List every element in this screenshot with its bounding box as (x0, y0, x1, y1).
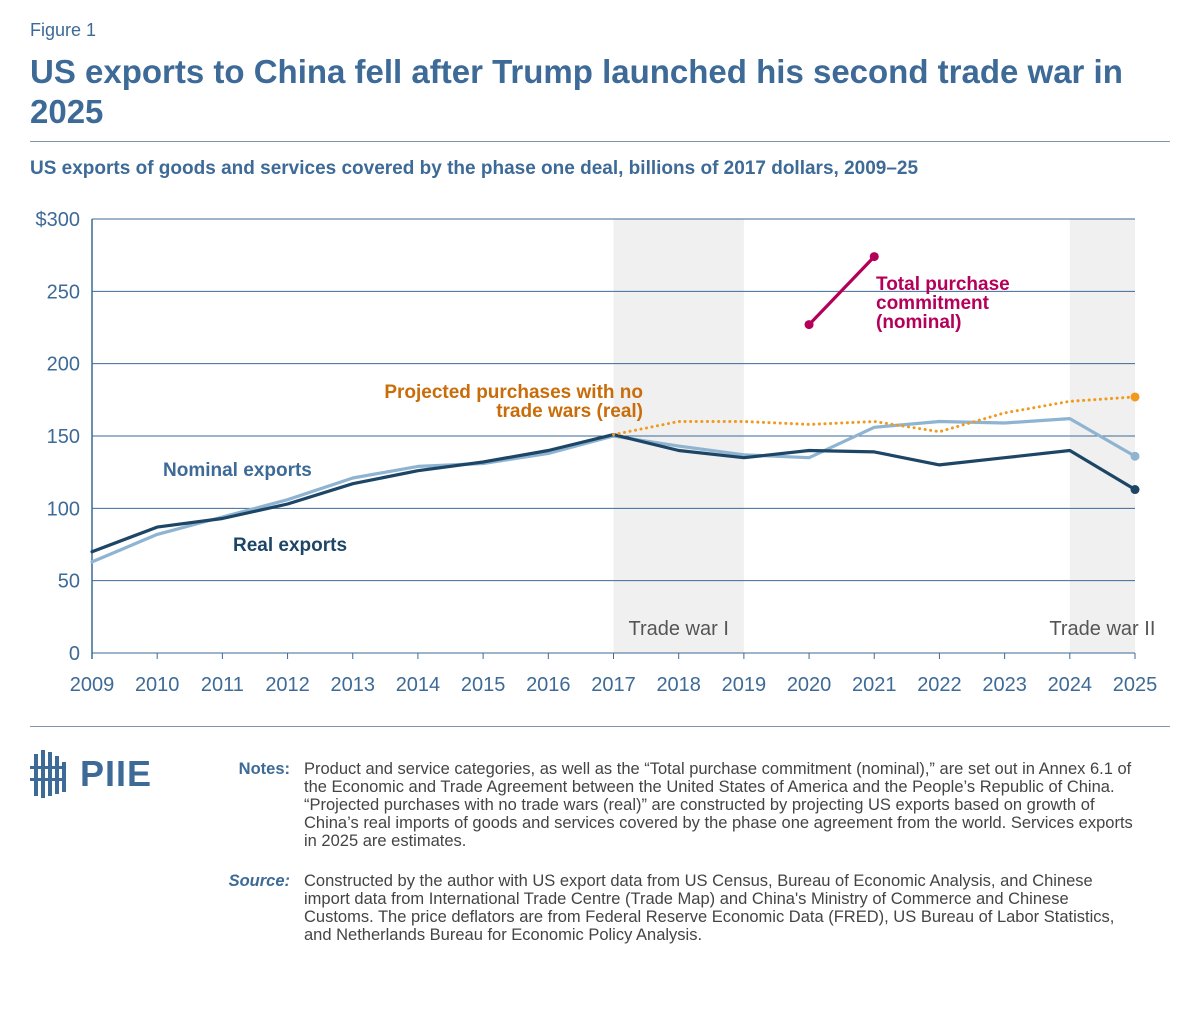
x-tick-label: 2020 (787, 674, 832, 696)
x-tick-label: 2010 (135, 674, 180, 696)
footer-divider (30, 726, 1170, 727)
source-label: Source: (228, 872, 290, 890)
nominal-exports-label-line: Nominal exports (163, 460, 312, 481)
projected-purchases-with-no-trade-wars-real-point (1130, 392, 1140, 402)
x-tick-label: 2022 (917, 674, 962, 696)
y-tick-label: 0 (69, 643, 80, 665)
x-tick-label: 2009 (70, 674, 115, 696)
x-tick-label: 2024 (1048, 674, 1093, 696)
x-tick-label: 2013 (331, 674, 376, 696)
chart-notes: Notes: Product and service categories, a… (210, 760, 1140, 966)
notes-label: Notes: (238, 760, 290, 778)
shaded-period-label-2: Trade war II (1049, 618, 1155, 640)
y-tick-label: 150 (47, 426, 80, 448)
purchase-commitment-label: Total purchase commitment (nominal) (876, 274, 1010, 333)
x-tick-label: 2014 (396, 674, 441, 696)
chart-title: US exports to China fell after Trump lau… (30, 53, 1123, 130)
piie-logo-icon (30, 750, 66, 798)
title-divider (30, 141, 1170, 142)
purchase-commitment-label-line: commitment (876, 293, 990, 314)
projected-purchases-label: Projected purchases with no trade wars (r… (384, 382, 643, 422)
x-tick-label: 2016 (526, 674, 571, 696)
series-lines (90, 252, 1140, 564)
purchase-commitment-label-line: Total purchase (876, 274, 1010, 295)
real-exports-label: Real exports (233, 535, 347, 556)
projected-purchases-with-no-trade-wars-real-line (612, 395, 1137, 437)
total-purchase-commitment-nominal-line (807, 255, 876, 327)
source-text: Constructed by the author with US export… (304, 872, 1115, 944)
x-tick-label: 2012 (265, 674, 310, 696)
y-tick-label: 200 (47, 354, 80, 376)
x-tick-label: 2017 (591, 674, 636, 696)
y-tick-label: 100 (47, 498, 80, 520)
projected-purchases-label-line: Projected purchases with no (384, 382, 643, 403)
shaded-period-label-1: Trade war I (628, 618, 728, 640)
real-exports-label-line: Real exports (233, 535, 347, 556)
total-purchase-commitment-nominal-point (869, 252, 879, 262)
y-tick-label: 250 (47, 281, 80, 303)
series-labels: Nominal exports Real exports Projected pur… (163, 274, 1010, 556)
line-chart: Trade war I Trade war II 0 50 100 150 200 250 $… (36, 209, 1158, 696)
figure-label: Figure 1 (30, 20, 97, 40)
y-tick-label: $300 (36, 209, 81, 231)
projected-purchases-label-line: trade wars (real) (496, 401, 643, 422)
nominal-exports-label: Nominal exports (163, 460, 312, 481)
purchase-commitment-label-line: (nominal) (876, 312, 962, 333)
axes: 0 50 100 150 200 250 $300 2009 2010 2011 2012 2013 2… (36, 209, 1158, 696)
x-tick-label: 2011 (201, 674, 244, 696)
chart-subtitle: US exports of goods and services covered… (30, 158, 919, 179)
x-tick-label: 2021 (852, 674, 897, 696)
notes-row: Notes: Product and service categories, a… (210, 760, 1140, 850)
total-purchase-commitment-nominal-point (804, 320, 814, 330)
source-row: Source: Constructed by the author with U… (210, 872, 1140, 944)
x-tick-label: 2025 (1113, 674, 1158, 696)
piie-logo-text: PIIE (80, 753, 153, 794)
nominal-exports-point (1130, 451, 1140, 461)
real-exports-point (1130, 485, 1140, 495)
x-tick-label: 2023 (982, 674, 1027, 696)
notes-text: Product and service categories, as well … (304, 760, 1133, 850)
x-tick-label: 2018 (656, 674, 701, 696)
x-tick-label: 2015 (461, 674, 506, 696)
x-tick-label: 2019 (722, 674, 767, 696)
piie-logo: PIIE (30, 748, 152, 800)
y-tick-label: 50 (58, 571, 80, 593)
